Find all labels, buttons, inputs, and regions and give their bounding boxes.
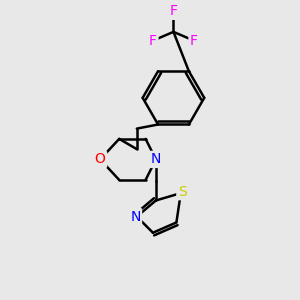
Text: N: N — [130, 210, 140, 224]
Text: S: S — [178, 185, 187, 199]
Text: F: F — [190, 34, 198, 48]
Text: O: O — [95, 152, 106, 167]
Text: F: F — [149, 34, 157, 48]
Text: F: F — [169, 4, 178, 18]
Text: N: N — [151, 152, 161, 167]
